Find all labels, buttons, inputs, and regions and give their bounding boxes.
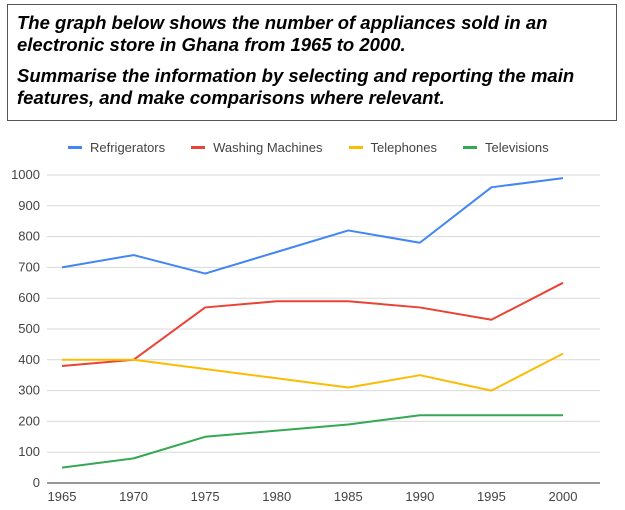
x-tick-label: 1965 [48,489,77,504]
y-tick-label: 1000 [11,167,40,182]
x-tick-label: 1985 [334,489,363,504]
legend-swatch [463,146,477,149]
series-line-washing-machines [61,281,564,367]
legend-swatch [68,146,82,149]
legend-swatch [348,146,363,149]
y-tick-label: 300 [18,383,40,398]
x-tick-label: 1990 [405,489,434,504]
y-tick-label: 100 [18,444,40,459]
x-tick-label: 1970 [119,489,148,504]
series-line-refrigerators [61,177,564,275]
legend-item-washing-machines: Washing Machines [191,140,323,155]
legend-item-televisions: Televisions [463,140,549,155]
y-tick-label: 600 [18,290,40,305]
y-tick-label: 0 [33,475,40,490]
prompt-line-2: Summarise the information by selecting a… [17,65,575,108]
x-tick-label: 1995 [477,489,506,504]
legend-label: Washing Machines [213,140,323,155]
y-tick-label: 900 [18,198,40,213]
chart-legend: Refrigerators Washing Machines Telephone… [68,140,549,155]
x-tick-label: 1980 [262,489,291,504]
legend-label: Televisions [485,140,549,155]
y-tick-label: 800 [18,229,40,244]
x-tick-label: 2000 [549,489,578,504]
task-prompt: The graph below shows the number of appl… [7,4,617,121]
legend-label: Refrigerators [90,140,166,155]
y-tick-label: 400 [18,352,40,367]
series-line-televisions [61,414,563,469]
legend-item-telephones: Telephones [348,140,438,155]
legend-label: Telephones [370,140,438,155]
legend-item-refrigerators: Refrigerators [68,140,165,155]
series-line-telephones [62,352,564,392]
y-tick-label: 500 [18,321,40,336]
x-tick-label: 1975 [191,489,220,504]
y-tick-label: 700 [18,259,40,274]
legend-swatch [191,146,206,149]
y-tick-label: 200 [18,413,40,428]
prompt-line-1: The graph below shows the number of appl… [17,12,548,55]
